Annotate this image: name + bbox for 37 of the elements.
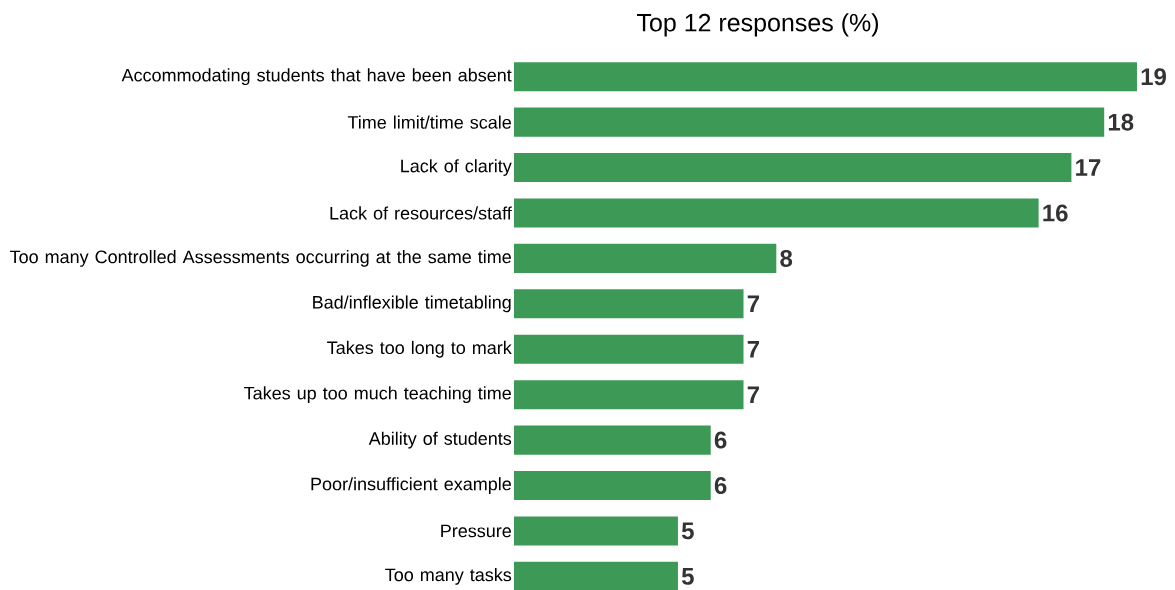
- data-label: 7: [747, 386, 760, 403]
- data-label: 6: [714, 477, 727, 495]
- data-label: 5: [681, 522, 694, 540]
- y-tick-label: Takes too long to mark: [327, 340, 512, 358]
- data-label: 7: [747, 341, 760, 358]
- bar: [514, 107, 1105, 137]
- bar: [514, 561, 678, 590]
- data-label: 16: [1043, 204, 1068, 222]
- bar: [514, 62, 1137, 92]
- data-label: 18: [1108, 113, 1134, 131]
- y-tick-label: Takes up too much teaching time: [244, 386, 511, 404]
- y-tick-label: Too many tasks: [385, 567, 512, 585]
- bar: [514, 470, 711, 501]
- bar: [514, 198, 1039, 228]
- bar: [514, 516, 678, 546]
- y-tick-label: Too many Controlled Assessments occurring at the same time: [10, 250, 511, 267]
- data-label: 6: [714, 431, 727, 449]
- data-label: 8: [780, 249, 793, 267]
- bar: [514, 425, 711, 455]
- y-tick-label: Bad/inflexible timetabling: [313, 295, 511, 313]
- data-label: 19: [1141, 68, 1166, 86]
- y-tick-label: Poor/insufficient example: [311, 477, 511, 494]
- y-tick-label: Lack of resources/staff: [330, 206, 512, 220]
- y-tick-label: Ability of students: [368, 431, 512, 449]
- bar: [514, 243, 777, 273]
- data-label: 17: [1076, 159, 1101, 176]
- bar: [514, 153, 1072, 183]
- bar: [514, 380, 744, 410]
- bar: [514, 334, 744, 364]
- data-label: 7: [747, 295, 760, 313]
- y-tick-label: Accommodating students that have been absent: [121, 68, 512, 86]
- bar: [514, 289, 744, 319]
- data-label: 5: [681, 568, 694, 585]
- chart-title: Top 12 responses (%): [637, 13, 879, 37]
- y-tick-label: Time limit/time scale: [347, 115, 511, 129]
- y-tick-label: Lack of clarity: [401, 159, 512, 176]
- y-tick-label: Pressure: [441, 524, 511, 538]
